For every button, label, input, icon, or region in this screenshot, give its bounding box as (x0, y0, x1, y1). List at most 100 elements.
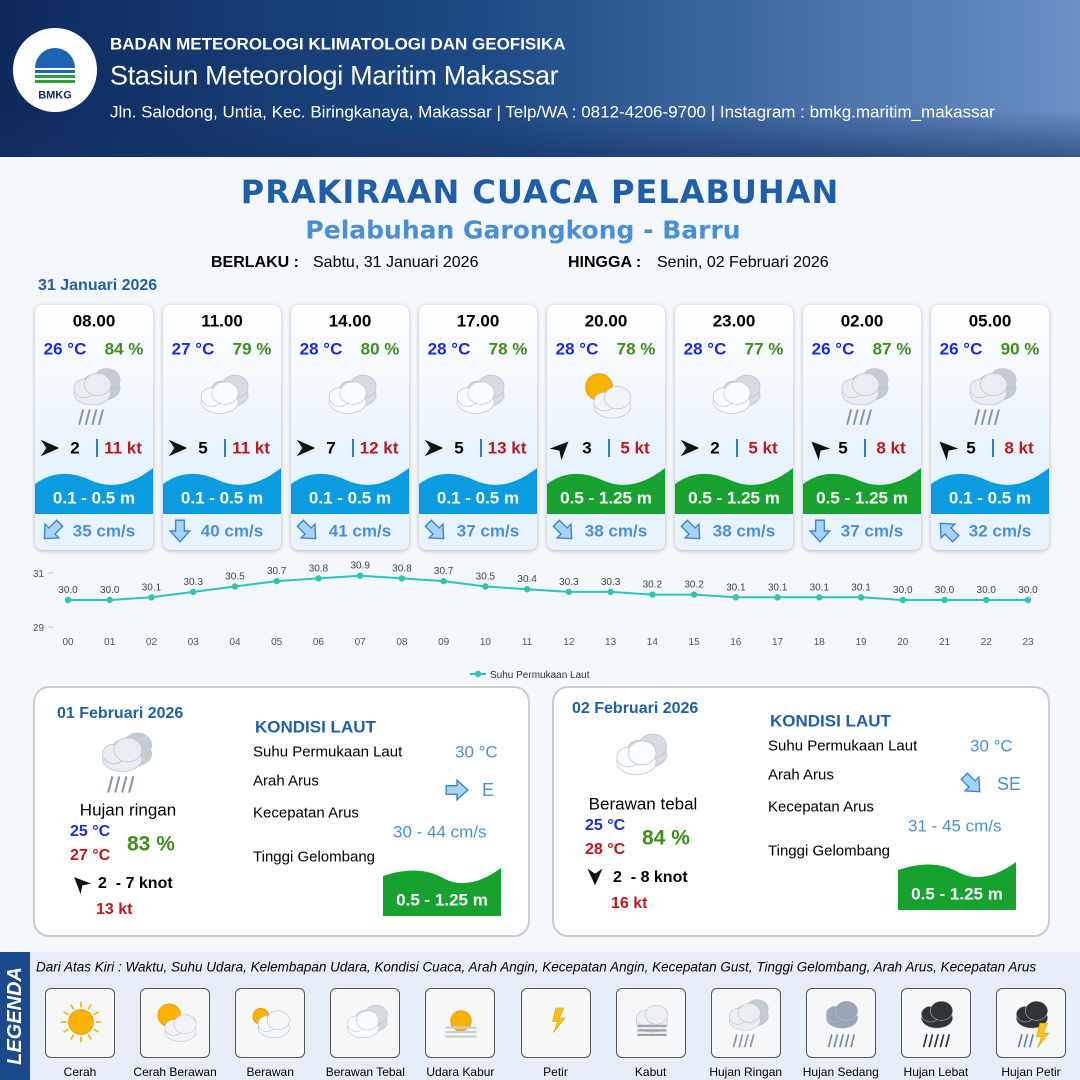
sea-wave: 0.5 - 1.25 m (911, 884, 1003, 904)
arrow-shape (587, 868, 603, 886)
arrow-shape (552, 519, 573, 540)
legend-description: Dari Atas Kiri : Waktu, Suhu Udara, Kele… (36, 959, 1037, 975)
rain-drop (866, 409, 872, 425)
card-current: 32 cm/s (968, 521, 1032, 541)
rain-drop (838, 1034, 844, 1048)
arrow-shape (168, 439, 188, 457)
rain-drop (849, 1034, 855, 1048)
arrow-shape (40, 439, 60, 457)
weather-icon (841, 368, 889, 425)
rain-drop (833, 1034, 839, 1048)
wave-shape (163, 468, 281, 514)
sun-ray (87, 1004, 92, 1010)
rain-drop (114, 776, 121, 793)
card-temp: 28 °C (427, 339, 471, 359)
sea-label: Suhu Permukaan Laut (253, 743, 403, 761)
separator (224, 439, 226, 457)
card-humidity: 78 % (616, 339, 656, 359)
legend-item-name: Berawan (246, 1065, 294, 1079)
legend-item-name: Petir (543, 1065, 568, 1079)
arrow-shape (811, 441, 831, 461)
weather-icon (712, 374, 761, 414)
weather-icon (728, 999, 769, 1048)
legend-item-name: Hujan Petir (1001, 1065, 1061, 1079)
cloud-part (211, 381, 239, 405)
legend-item-name: Cerah Berawan (133, 1065, 217, 1079)
rain-drop (743, 1034, 749, 1048)
card-wave: 0.5 - 1.25 m (816, 488, 908, 508)
rain-drop (859, 409, 866, 425)
arrow-shape (960, 772, 981, 793)
station-name: Stasiun Meteorologi Maritim Makassar (110, 60, 559, 91)
bolt (1036, 1022, 1050, 1048)
card-humidity: 77 % (744, 339, 784, 359)
legend-item-name: Hujan Lebat (903, 1065, 969, 1079)
cloud-part (266, 1010, 290, 1031)
cloud-part (339, 381, 367, 405)
wind-arrow (811, 441, 831, 461)
sea-sst: 30 °C (455, 742, 498, 762)
card-temp: 26 °C (43, 339, 87, 359)
card-wave: 0.1 - 0.5 m (948, 488, 1032, 508)
rain-drop (84, 409, 91, 425)
rain-drop (980, 409, 987, 425)
sea-dir: E (482, 780, 495, 800)
current-arrow (296, 519, 317, 540)
card-wind: 5 (966, 438, 976, 458)
card-time: 20.00 (584, 311, 628, 331)
separator (352, 439, 354, 457)
sea-label: Arah Arus (253, 772, 319, 790)
card-time: 14.00 (328, 311, 372, 331)
weather-icon (328, 374, 377, 414)
panel-wind: 2 - 7 knot (98, 875, 173, 892)
card-wave: 0.1 - 0.5 m (52, 488, 136, 508)
cloud-part (627, 740, 657, 766)
arrow-shape (939, 441, 959, 461)
wave (383, 868, 501, 916)
cloud-part (723, 381, 751, 405)
card-wind: 5 (838, 438, 848, 458)
arrow-shape (549, 441, 569, 461)
current-arrow (960, 772, 981, 793)
cloud-part (929, 1001, 953, 1021)
rain-drop (98, 409, 104, 425)
sun-ray (63, 1011, 69, 1016)
sea-heading: KONDISI LAUT (770, 711, 891, 731)
rain-drop (91, 409, 98, 425)
weather-icon (969, 368, 1017, 425)
card-wind: 3 (582, 438, 592, 458)
wind-arrow (680, 439, 700, 457)
day-date: 31 Januari 2026 (38, 277, 158, 294)
panel-temp-max: 28 °C (585, 841, 626, 858)
weather-icon (157, 1003, 197, 1042)
arrow-shape (296, 519, 317, 540)
sea-label: Kecepatan Arus (768, 798, 874, 816)
wave (931, 468, 1049, 514)
wave-shape (419, 468, 537, 514)
cloud-part (84, 372, 112, 396)
current-arrow (445, 778, 469, 802)
arrow-shape (74, 877, 92, 895)
sea-label: Arah Arus (768, 766, 834, 784)
panel-humidity: 84 % (642, 826, 690, 850)
wave-shape (898, 862, 1016, 910)
wave-shape (383, 868, 501, 916)
rain-drop (732, 1034, 738, 1048)
current-arrow (552, 519, 573, 540)
panel-date: 01 Februari 2026 (57, 705, 184, 722)
rain-drop (1017, 1034, 1023, 1048)
current-arrow (424, 519, 445, 540)
legend-icon-box (710, 988, 781, 1058)
subtitle: Pelabuhan Garongkong - Barru (305, 215, 741, 245)
card-humidity: 79 % (232, 339, 272, 359)
org-name: BADAN METEOROLOGI KLIMATOLOGI DAN GEOFIS… (110, 34, 566, 54)
logo-arc (35, 48, 75, 68)
card-current: 37 cm/s (456, 521, 520, 541)
bolt (551, 1007, 565, 1033)
wave (547, 468, 665, 514)
wind-arrow (549, 441, 569, 461)
address: Jln. Salodong, Untia, Kec. Biringkanaya,… (110, 102, 995, 122)
legend-item-name: Hujan Sedang (802, 1065, 879, 1079)
haze-bar (445, 1030, 478, 1034)
valid-to-label: HINGGA : (568, 254, 642, 271)
